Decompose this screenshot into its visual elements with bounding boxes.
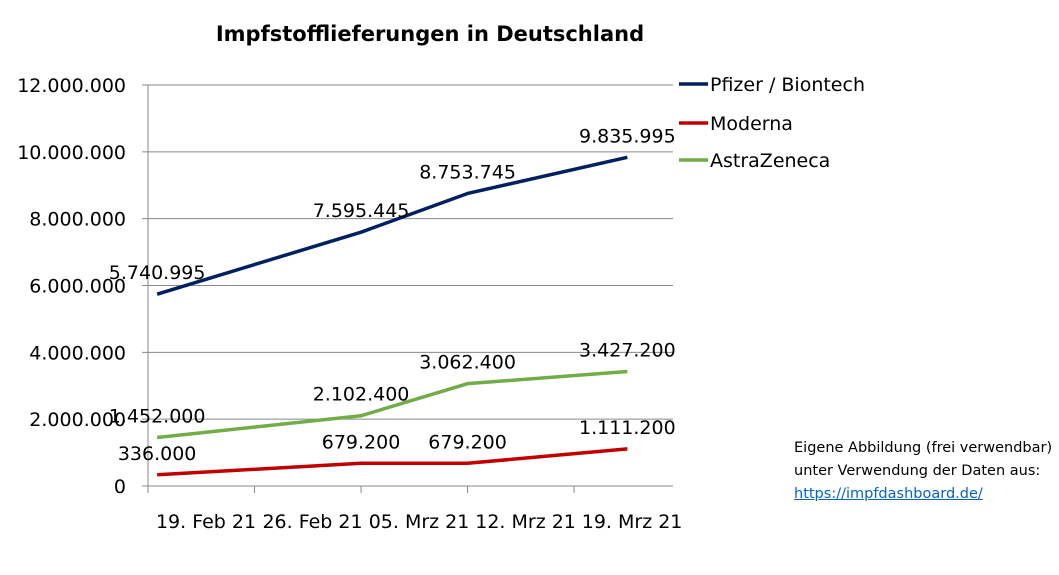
data-label: 5.740.995 (109, 262, 206, 284)
data-label: 1.452.000 (109, 405, 206, 427)
data-label: 3.427.200 (579, 339, 676, 361)
gridlines (142, 84, 673, 420)
legend-label: AstraZeneca (710, 150, 830, 172)
y-tick-label: 6.000.000 (29, 276, 126, 298)
series-line-pfizer-biontech (156, 155, 628, 296)
y-tick-label: 2.000.000 (29, 409, 126, 431)
data-labels: 5.740.995 7.595.445 8.753.745 9.835.995 336.… (109, 125, 676, 464)
x-tick-label: 19. Feb 21 (156, 511, 256, 533)
x-tick-label: 05. Mrz 21 (369, 511, 470, 533)
y-tick-label: 12.000.000 (17, 75, 126, 97)
data-label: 7.595.445 (313, 200, 410, 222)
axes: 0 2.000.000 4.000.000 6.000.000 8.000.000 10.… (17, 75, 682, 533)
chart-title: Impfstofflieferungen in Deutschland (216, 22, 644, 46)
data-label: 2.102.400 (313, 384, 410, 406)
series-line-moderna (157, 447, 628, 477)
series-line-astrazeneca (156, 369, 628, 440)
data-label: 8.753.745 (419, 161, 516, 183)
x-tick-label: 12. Mrz 21 (475, 511, 576, 533)
data-label: 679.200 (322, 431, 401, 453)
source-note-text: Eigene Abbildung (frei verwendbar) unter… (794, 440, 1053, 479)
legend: Pfizer / Biontech Moderna AstraZeneca (679, 74, 865, 172)
y-tick-label: 4.000.000 (29, 342, 126, 364)
data-label: 3.062.400 (419, 352, 516, 374)
x-tick-label: 26. Feb 21 (262, 511, 362, 533)
source-note: Eigene Abbildung (frei verwendbar) unter… (794, 437, 1054, 506)
series-lines (156, 155, 628, 477)
data-label: 9.835.995 (579, 125, 676, 147)
source-link[interactable]: https://impfdashboard.de/ (794, 486, 983, 502)
x-tick-label: 19. Mrz 21 (582, 511, 683, 533)
y-tick-label: 10.000.000 (17, 142, 126, 164)
y-tick-label: 8.000.000 (29, 209, 126, 231)
data-label: 679.200 (428, 431, 507, 453)
legend-label: Moderna (710, 113, 793, 135)
data-label: 1.111.200 (579, 417, 676, 439)
legend-label: Pfizer / Biontech (710, 74, 865, 96)
y-tick-label: 0 (114, 476, 126, 498)
data-label: 336.000 (118, 443, 197, 465)
